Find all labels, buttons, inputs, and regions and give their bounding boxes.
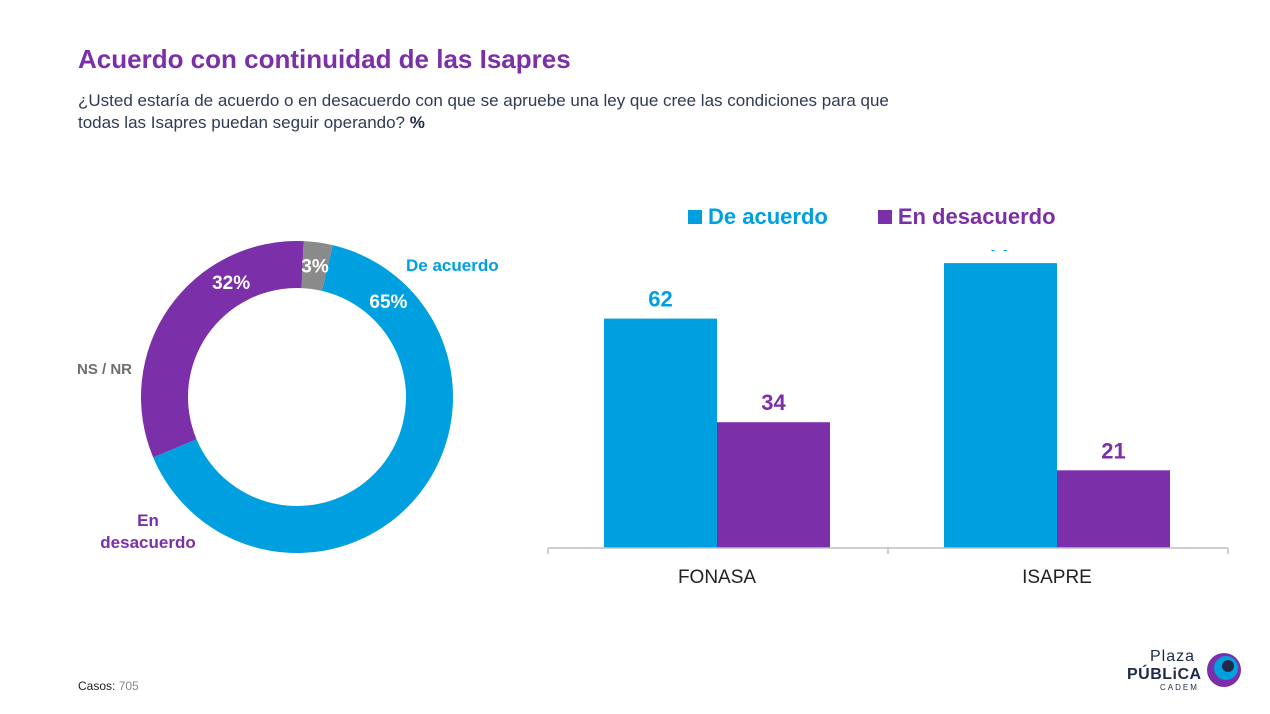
donut-slice-en-desacuerdo: [141, 241, 304, 458]
bar-fonasa-en-desacuerdo: [717, 422, 830, 548]
bar-isapre-en-desacuerdo: [1057, 470, 1170, 548]
logo-line-cadem: CADEM: [1160, 683, 1199, 692]
legend-item-de-acuerdo: De acuerdo: [688, 204, 828, 230]
page-subtitle: ¿Usted estaría de acuerdo o en desacuerd…: [78, 90, 898, 134]
page-title: Acuerdo con continuidad de las Isapres: [78, 44, 571, 74]
bar-value-label-isapre-de-acuerdo: 77: [988, 250, 1012, 256]
donut-value-label-en-desacuerdo: 32%: [212, 273, 250, 294]
donut-slice-ns-nr: [301, 241, 333, 291]
logo-line-plaza: Plaza: [1150, 648, 1196, 665]
logo-line-publica: PÚBLiCA: [1127, 666, 1202, 683]
subtitle-unit: %: [409, 113, 425, 132]
legend-swatch-de-acuerdo: [688, 210, 702, 224]
bar-chart-legend: De acuerdo En desacuerdo: [688, 204, 1056, 230]
casos-footnote: Casos: 705: [78, 679, 139, 693]
casos-value: 705: [118, 679, 139, 693]
legend-swatch-en-desacuerdo: [877, 210, 892, 224]
bar-fonasa-de-acuerdo: [604, 318, 717, 548]
logo-mark-icon: [1207, 653, 1241, 687]
legend-item-en-desacuerdo: En desacuerdo: [877, 204, 1056, 230]
donut-value-label-ns-nr: 3%: [301, 257, 329, 278]
bar-value-label-isapre-en-desacuerdo: 21: [1101, 438, 1125, 463]
bar-value-label-fonasa-en-desacuerdo: 34: [761, 390, 786, 415]
bar-chart: 62 34 77 21 FONASA ISAPRE: [547, 250, 1229, 588]
donut-category-label-de-acuerdo: De acuerdo: [406, 256, 499, 275]
plaza-publica-cadem-logo: Plaza PÚBLiCA CADEM: [1120, 648, 1250, 694]
donut-category-label-ns-nr: NS / NR: [77, 361, 132, 378]
bar-value-label-fonasa-de-acuerdo: 62: [648, 287, 672, 312]
subtitle-question: ¿Usted estaría de acuerdo o en desacuerd…: [78, 91, 889, 132]
bar-isapre-de-acuerdo: [944, 263, 1057, 548]
legend-label-en-desacuerdo: En desacuerdo: [897, 204, 1056, 229]
legend-label-de-acuerdo: De acuerdo: [708, 204, 828, 229]
casos-label: Casos: [78, 679, 113, 693]
donut-value-label-de-acuerdo: 65%: [369, 292, 407, 313]
bar-category-label-fonasa: FONASA: [678, 567, 756, 588]
donut-category-label-en-desacuerdo: En desacuerdo: [100, 511, 195, 552]
bar-category-label-isapre: ISAPRE: [1022, 567, 1092, 588]
donut-chart: 65% De acuerdo 32% En desacuerdo 3% NS / NR: [77, 241, 499, 553]
donut-slice-de-acuerdo: [153, 245, 453, 553]
